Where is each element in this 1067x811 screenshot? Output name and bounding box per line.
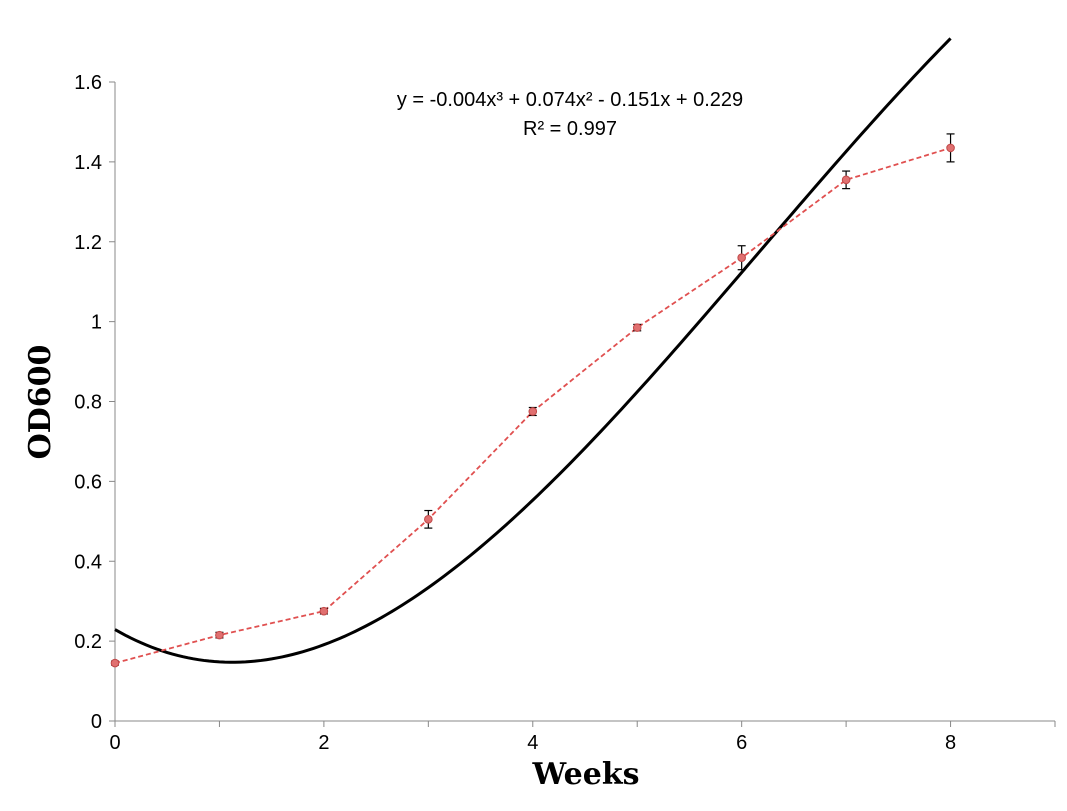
y-tick-label: 1 [91,312,102,334]
x-axis-title: Weeks [531,757,639,792]
trendline-curve [114,37,952,664]
ticks: 0 0.2 0.4 0.6 0.8 1 1.2 1.4 1.6 0 2 4 6 8 [74,72,1056,754]
y-tick-label: 1.6 [74,72,102,94]
x-tick-label: 8 [945,732,956,754]
data-point [215,630,224,640]
y-tick-label: 1.2 [74,232,102,254]
y-tick-label: 0.4 [74,551,102,573]
y-axis-title: OD600 [23,345,58,460]
x-tick-label: 4 [527,732,538,754]
data-series [114,147,951,664]
data-point [528,407,538,416]
data-point [841,175,851,185]
y-tick-label: 0 [91,711,102,733]
data-markers [110,143,955,668]
data-point [737,253,746,263]
series-line [114,147,951,664]
trendline-r-squared: R² = 0.997 [523,118,617,140]
y-tick-label: 0.8 [74,392,102,414]
data-point [319,606,329,616]
data-point [946,143,955,153]
y-tick-label: 0.2 [74,631,102,653]
data-point [632,323,642,332]
data-point [424,515,433,524]
x-tick-label: 6 [736,732,747,754]
trendline-equation: y = -0.004x³ + 0.074x² - 0.151x + 0.229 [397,89,743,111]
axes [114,82,1055,722]
error-bars [111,133,955,666]
x-tick-label: 2 [318,732,329,754]
trendline [114,37,952,664]
x-tick-label: 0 [109,732,120,754]
y-tick-label: 0.6 [74,471,102,493]
y-tick-label: 1.4 [74,152,102,174]
data-point [110,658,120,668]
